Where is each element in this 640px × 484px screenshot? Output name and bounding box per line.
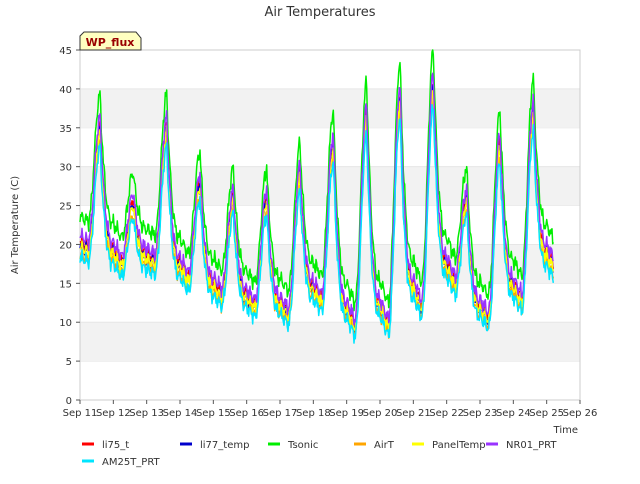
x-tick-label: Sep 16 [229, 408, 264, 419]
x-tick-label: Sep 17 [263, 408, 298, 419]
x-tick-label: Sep 13 [129, 408, 164, 419]
site-badge: WP_flux [79, 31, 142, 51]
legend-label: AirT [374, 440, 395, 451]
y-axis-ticks: 0 5 10 15 20 25 30 35 40 45 [59, 46, 80, 407]
x-tick-label: Sep 26 [563, 408, 598, 419]
legend-item: li77_temp [180, 440, 249, 451]
grid-band [80, 88, 580, 128]
x-tick-label: Sep 25 [529, 408, 564, 419]
x-tick-label: Sep 11 [63, 408, 98, 419]
x-tick-label: Sep 15 [196, 408, 231, 419]
legend-item: PanelTemp [412, 440, 486, 451]
grid-band [80, 322, 580, 362]
y-tick-label: 40 [59, 85, 72, 96]
y-tick-label: 5 [66, 357, 72, 368]
legend-item: li75_t [82, 440, 129, 451]
site-badge-box [79, 31, 142, 51]
legend-label: PanelTemp [432, 440, 486, 451]
legend-item: NR01_PRT [486, 440, 557, 451]
y-tick-label: 35 [59, 124, 72, 135]
y-tick-label: 0 [66, 396, 72, 407]
y-tick-label: 30 [59, 163, 72, 174]
legend-item: Tsonic [268, 440, 318, 451]
legend-label: li75_t [102, 440, 129, 451]
legend-label: NR01_PRT [506, 440, 557, 451]
x-tick-label: Sep 19 [329, 408, 364, 419]
legend-item: AM25T_PRT [82, 457, 161, 468]
y-tick-label: 15 [59, 279, 72, 290]
x-tick-label: Sep 23 [463, 408, 498, 419]
series-line-Tsonic [79, 49, 554, 312]
plot-frame [79, 49, 581, 401]
legend: li75_t li77_temp Tsonic AirT PanelTemp NR01_P… [82, 440, 557, 468]
x-axis-label: Time [553, 425, 578, 436]
x-tick-label: Sep 24 [496, 408, 531, 419]
grid-band [80, 244, 580, 284]
legend-label: li77_temp [200, 440, 249, 451]
y-tick-label: 25 [59, 202, 72, 213]
series-line-NR01_PRT [79, 72, 554, 326]
x-tick-label: Sep 18 [296, 408, 331, 419]
y-tick-label: 20 [59, 240, 72, 251]
x-tick-label: Sep 21 [396, 408, 431, 419]
y-tick-label: 45 [59, 46, 72, 57]
series-line-AM25T_PRT [79, 104, 555, 344]
chart-title: Air Temperatures [264, 5, 375, 20]
y-tick-label: 10 [59, 318, 72, 329]
legend-label: AM25T_PRT [102, 457, 161, 468]
legend-label: Tsonic [287, 440, 318, 451]
y-axis-label: Air Temperature (C) [10, 176, 21, 274]
series-lines [79, 49, 555, 344]
legend-item: AirT [354, 440, 395, 451]
x-tick-label: Sep 22 [429, 408, 464, 419]
x-tick-label: Sep 12 [96, 408, 131, 419]
x-tick-label: Sep 14 [163, 408, 198, 419]
x-tick-label: Sep 20 [363, 408, 398, 419]
site-badge-label: WP_flux [86, 36, 135, 49]
